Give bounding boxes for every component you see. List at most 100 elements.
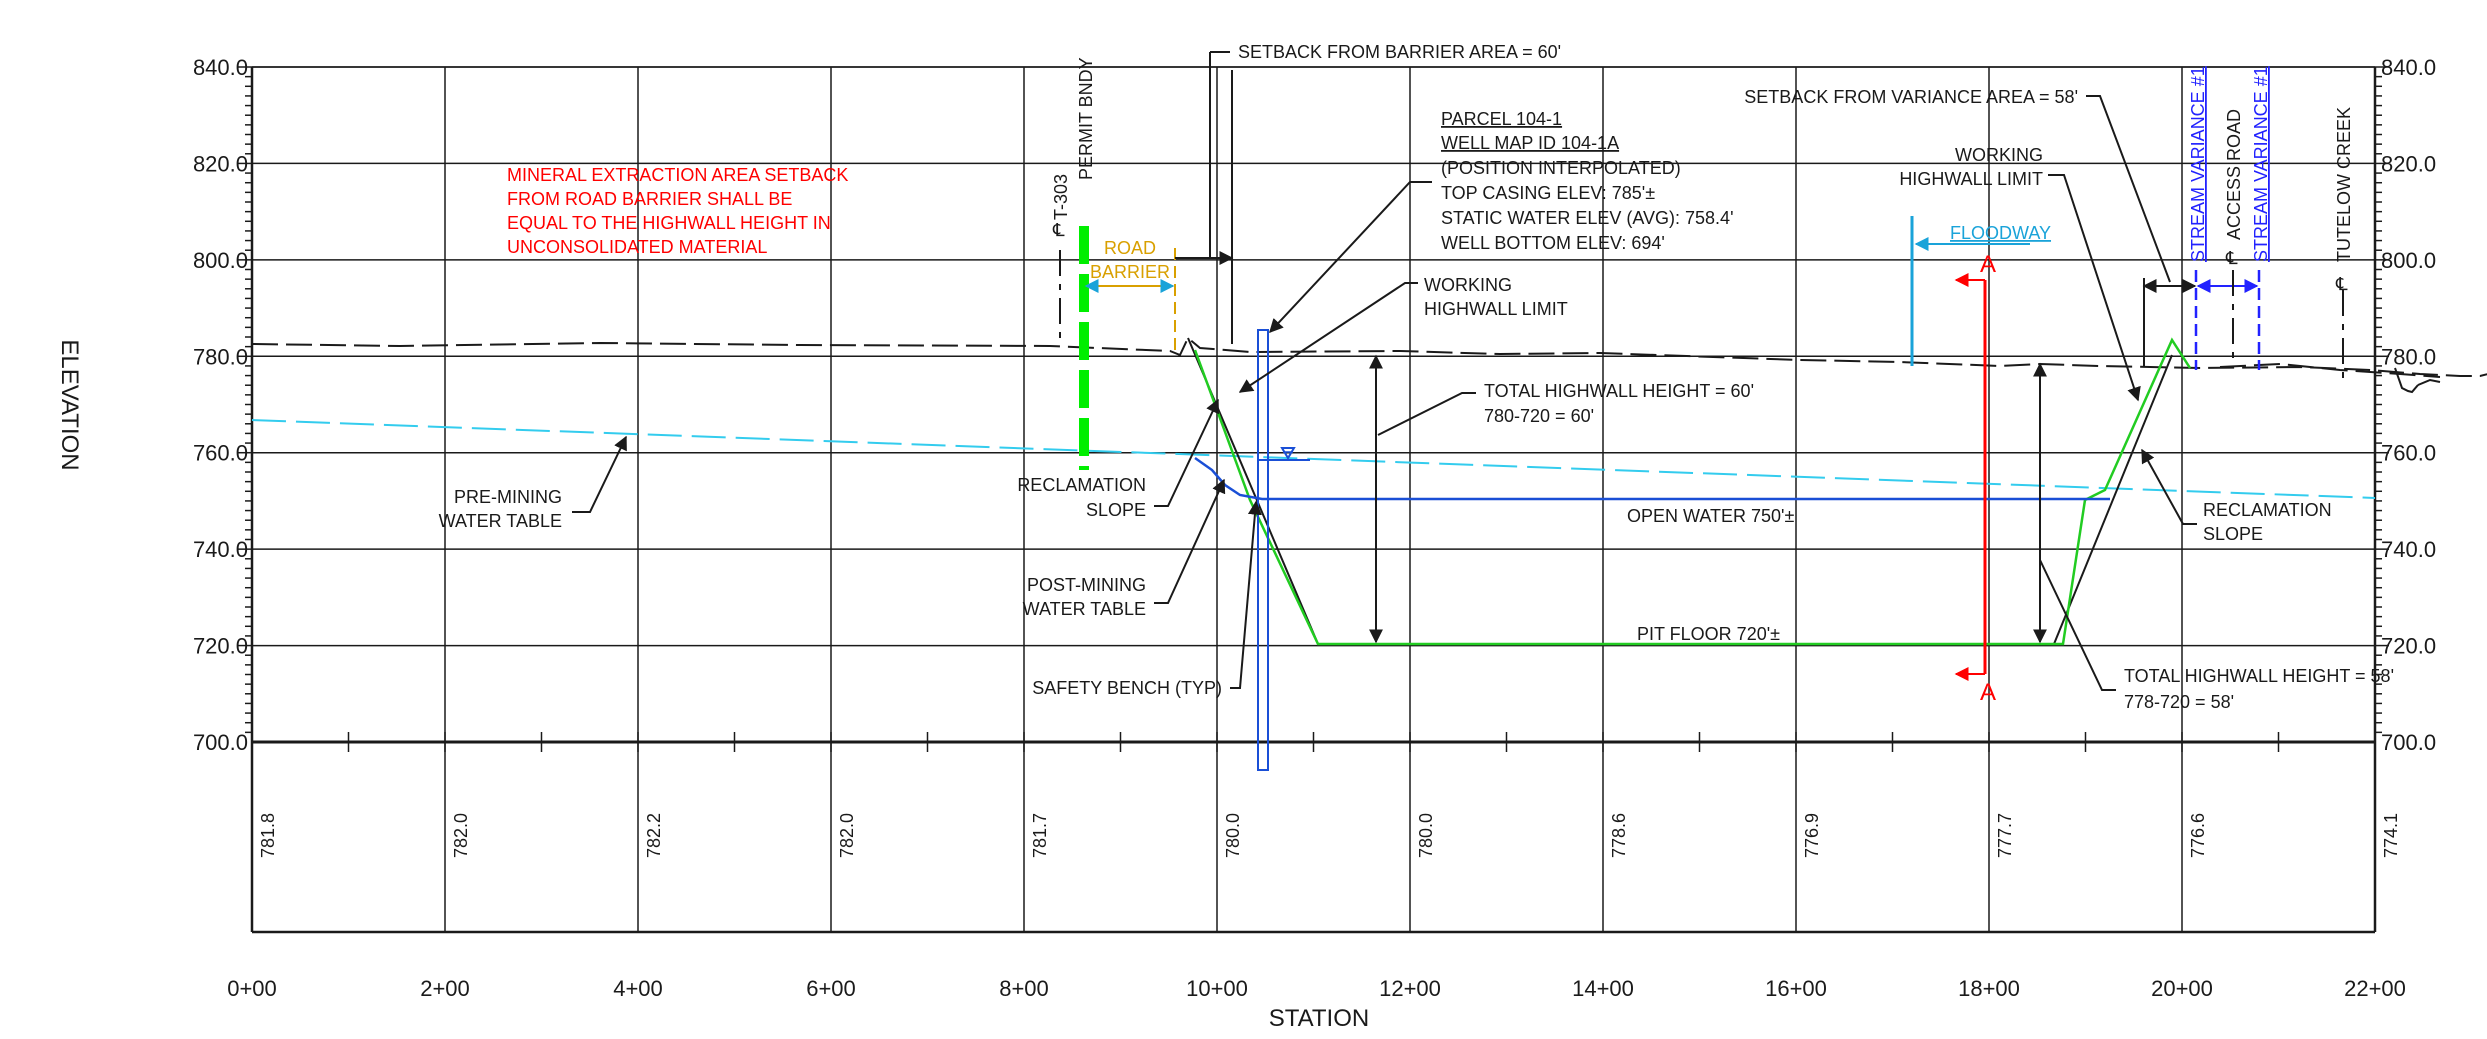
pre-mining-label-2: WATER TABLE	[439, 511, 562, 531]
ground-elevation-label: 778.6	[1609, 813, 1629, 858]
elevation-tick-left: 820.0	[193, 151, 248, 176]
working-highwall-right-1: WORKING	[1955, 145, 2043, 165]
reclamation-left-2: SLOPE	[1086, 500, 1146, 520]
section-a-bottom-label: A	[1980, 679, 1996, 706]
water-level-symbol	[1280, 447, 1296, 460]
setback-variance-label: SETBACK FROM VARIANCE AREA = 58'	[1744, 87, 2078, 107]
tutelow-creek-cl-symbol: ℄	[2335, 274, 2348, 294]
safety-bench-leader	[1230, 500, 1262, 689]
elevation-tick-left: 720.0	[193, 634, 248, 659]
elevation-tick-left: 700.0	[193, 730, 248, 755]
station-label: 6+00	[806, 976, 856, 1001]
reclamation-right-leader	[2141, 448, 2197, 525]
safety-bench-label: SAFETY BENCH (TYP)	[1032, 678, 1222, 698]
station-label: 14+00	[1572, 976, 1634, 1001]
setback-note-4: UNCONSOLIDATED MATERIAL	[507, 237, 767, 257]
elevation-axis-title: ELEVATION	[56, 339, 83, 470]
elevation-tick-right: 720.0	[2381, 634, 2436, 659]
reclamation-slope	[1193, 337, 2192, 646]
ground-elevation-label: 776.9	[1802, 813, 1822, 858]
ground-elevation-label: 776.6	[2188, 813, 2208, 858]
ground-elevation-label: 777.7	[1995, 813, 2015, 858]
road-barrier-label-1: ROAD	[1104, 238, 1156, 258]
ground-elevation-label: 782.0	[451, 813, 471, 858]
ground-elevation-label: 782.2	[644, 813, 664, 858]
post-mining-leader	[1154, 478, 1226, 604]
station-label: 16+00	[1765, 976, 1827, 1001]
working-highwall-right-leader	[2048, 174, 2141, 402]
elevation-tick-right: 820.0	[2381, 151, 2436, 176]
tutelow-creek-label: TUTELOW CREEK	[2334, 107, 2354, 262]
parcel-line-5: STATIC WATER ELEV (AVG): 758.4'	[1441, 208, 1734, 228]
working-highwall-left-leader	[1238, 282, 1418, 393]
stream-variance-label-1: STREAM VARIANCE #1	[2188, 66, 2208, 262]
setback-barrier-label: SETBACK FROM BARRIER AREA = 60'	[1238, 42, 1561, 62]
access-road-label: ACCESS ROAD	[2224, 109, 2244, 240]
elevation-tick-left: 840.0	[193, 55, 248, 80]
parcel-line-3: (POSITION INTERPOLATED)	[1441, 158, 1681, 178]
elevation-ticks-right: 840.0 820.0 800.0 780.0 760.0 740.0 720.0 700.0	[2375, 55, 2436, 755]
post-mining-label-2: WATER TABLE	[1023, 599, 1146, 619]
station-label: 0+00	[227, 976, 277, 1001]
elevation-ticks-left: 840.0 820.0 800.0 780.0 760.0 740.0 720.0 700.0	[193, 55, 252, 755]
existing-ground-line	[251, 336, 2487, 377]
parcel-leader	[1269, 181, 1432, 334]
stream-variance-label-2: STREAM VARIANCE #1	[2251, 66, 2271, 262]
working-highwall-right-2: HIGHWALL LIMIT	[1899, 169, 2043, 189]
tutelow-creek-channel	[2394, 367, 2419, 394]
working-highwall-left-1: WORKING	[1424, 275, 1512, 295]
floodway-label: FLOODWAY	[1950, 223, 2051, 243]
ground-right-end	[2417, 378, 2441, 386]
road-barrier-label-2: BARRIER	[1090, 262, 1170, 282]
reclamation-left-1: RECLAMATION	[1017, 475, 1146, 495]
permit-bndy-label: PERMIT BNDY	[1076, 57, 1096, 180]
ground-elevation-label: 780.0	[1416, 813, 1436, 858]
t303-cl-symbol: ℄	[1052, 220, 1065, 240]
station-label: 12+00	[1379, 976, 1441, 1001]
elevation-tick-right: 740.0	[2381, 537, 2436, 562]
total-highwall-left-leader	[1377, 392, 1476, 436]
parcel-line-6: WELL BOTTOM ELEV: 694'	[1441, 233, 1665, 253]
pre-mining-leader	[572, 435, 627, 513]
setback-variance-leader	[2086, 95, 2171, 283]
station-label: 18+00	[1958, 976, 2020, 1001]
section-a-top-label: A	[1980, 251, 1996, 278]
working-highwall-left-2: HIGHWALL LIMIT	[1424, 299, 1568, 319]
access-road-cl-symbol: ℄	[2225, 248, 2238, 268]
ground-elevation-label: 774.1	[2381, 813, 2401, 858]
total-highwall-left-2: 780-720 = 60'	[1484, 406, 1594, 426]
station-label: 10+00	[1186, 976, 1248, 1001]
ground-elevation-label: 781.7	[1030, 813, 1050, 858]
station-label: 4+00	[613, 976, 663, 1001]
pre-mining-label-1: PRE-MINING	[454, 487, 562, 507]
open-water-label: OPEN WATER 750'±	[1627, 506, 1794, 526]
elevation-tick-right: 840.0	[2381, 55, 2436, 80]
pre-mining-water-table	[251, 419, 2376, 499]
total-highwall-right-2: 778-720 = 58'	[2124, 692, 2234, 712]
setback-note-2: FROM ROAD BARRIER SHALL BE	[507, 189, 792, 209]
station-label: 2+00	[420, 976, 470, 1001]
station-label: 8+00	[999, 976, 1049, 1001]
ground-elevation-label: 781.8	[258, 813, 278, 858]
elevation-tick-left: 800.0	[193, 248, 248, 273]
ground-elevation-labels: 781.8 782.0 782.2 782.0 781.7 780.0 780.0 778.6…	[258, 813, 2401, 858]
reclamation-right-1: RECLAMATION	[2203, 500, 2332, 520]
t303-label: T-303	[1051, 174, 1071, 220]
parcel-line-2: WELL MAP ID 104-1A	[1441, 133, 1619, 153]
elevation-tick-right: 760.0	[2381, 441, 2436, 466]
parcel-line-4: TOP CASING ELEV: 785'±	[1441, 183, 1655, 203]
elevation-tick-right: 780.0	[2381, 344, 2436, 369]
elevation-tick-left: 760.0	[193, 441, 248, 466]
elevation-tick-right: 700.0	[2381, 730, 2436, 755]
reclamation-left-leader	[1154, 398, 1219, 507]
total-highwall-left-1: TOTAL HIGHWALL HEIGHT = 60'	[1484, 381, 1754, 401]
working-highwall-right	[2053, 354, 2173, 645]
total-highwall-right-1: TOTAL HIGHWALL HEIGHT = 58'	[2124, 666, 2394, 686]
elevation-tick-left: 740.0	[193, 537, 248, 562]
station-label: 20+00	[2151, 976, 2213, 1001]
station-labels: 0+00 2+00 4+00 6+00 8+00 10+00 12+00 14+00 16+00…	[227, 976, 2406, 1001]
post-mining-label-1: POST-MINING	[1027, 575, 1146, 595]
ground-elevation-label: 782.0	[837, 813, 857, 858]
ground-elevation-label: 780.0	[1223, 813, 1243, 858]
